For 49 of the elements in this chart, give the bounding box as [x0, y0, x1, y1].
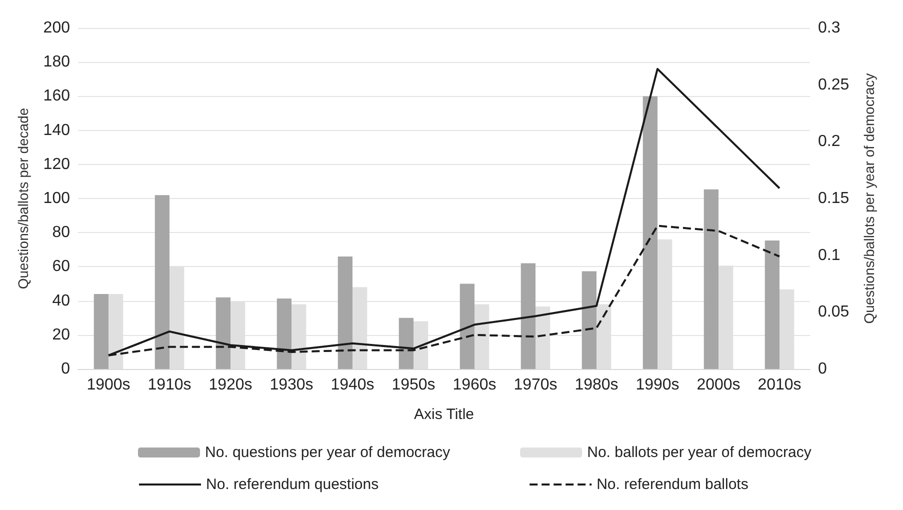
bar — [276, 298, 292, 369]
y2-tick-label: 0.3 — [818, 20, 840, 36]
x-axis-title: Axis Title — [414, 406, 474, 423]
bar — [642, 96, 658, 369]
x-tick-label: 1980s — [574, 376, 618, 394]
y2-axis-title: Questions/ballots per year of democracy — [861, 73, 877, 324]
y-tick-label: 140 — [43, 122, 70, 139]
x-tick-label: 1950s — [392, 376, 436, 394]
y-tick-label: 120 — [43, 156, 70, 173]
legend-label: No. questions per year of democracy — [205, 444, 451, 461]
bar — [704, 189, 718, 369]
x-tick-label: 1990s — [636, 376, 680, 394]
y-tick-label: 20 — [52, 326, 70, 344]
y-tick-label: 40 — [52, 292, 70, 310]
x-tick-label: 1900s — [86, 376, 130, 394]
y2-tick-label: 0.25 — [818, 76, 850, 94]
legend-label: No. ballots per year of democracy — [587, 444, 812, 461]
y2-tick-label: 0.15 — [818, 190, 850, 207]
y-tick-label: 60 — [52, 258, 70, 276]
x-tick-label: 1930s — [270, 376, 314, 394]
y-tick-label: 100 — [43, 190, 70, 207]
y2-tick-label: 0 — [818, 360, 827, 378]
x-tick-label: 1940s — [330, 376, 374, 394]
y-tick-label: 200 — [43, 20, 70, 36]
y2-tick-label: 0.2 — [818, 133, 840, 150]
x-tick-label: 1910s — [148, 376, 192, 394]
x-tick-label: 1960s — [452, 376, 496, 394]
bar — [582, 271, 596, 369]
bar — [216, 297, 230, 369]
y-tick-label: 80 — [52, 224, 70, 242]
y-tick-label: 180 — [43, 54, 70, 71]
bar — [520, 263, 536, 369]
bar — [154, 195, 170, 369]
legend-label: No. referendum ballots — [596, 476, 748, 493]
x-tick-label: 2000s — [696, 376, 740, 394]
x-tick-label: 1970s — [514, 376, 558, 394]
x-tick-label: 2010s — [758, 376, 802, 394]
y2-tick-label: 0.1 — [818, 246, 840, 264]
bar — [460, 284, 474, 369]
bar — [764, 240, 780, 369]
legend-label: No. referendum questions — [206, 476, 379, 493]
x-tick-label: 1920s — [208, 376, 252, 394]
bar — [94, 294, 108, 369]
y2-tick-label: 0.05 — [818, 304, 850, 321]
bar — [338, 256, 352, 369]
y-axis-title: Questions/ballots per decade — [15, 108, 31, 290]
bar — [398, 318, 414, 369]
y-tick-label: 160 — [43, 88, 70, 105]
y-tick-label: 0 — [61, 360, 70, 378]
